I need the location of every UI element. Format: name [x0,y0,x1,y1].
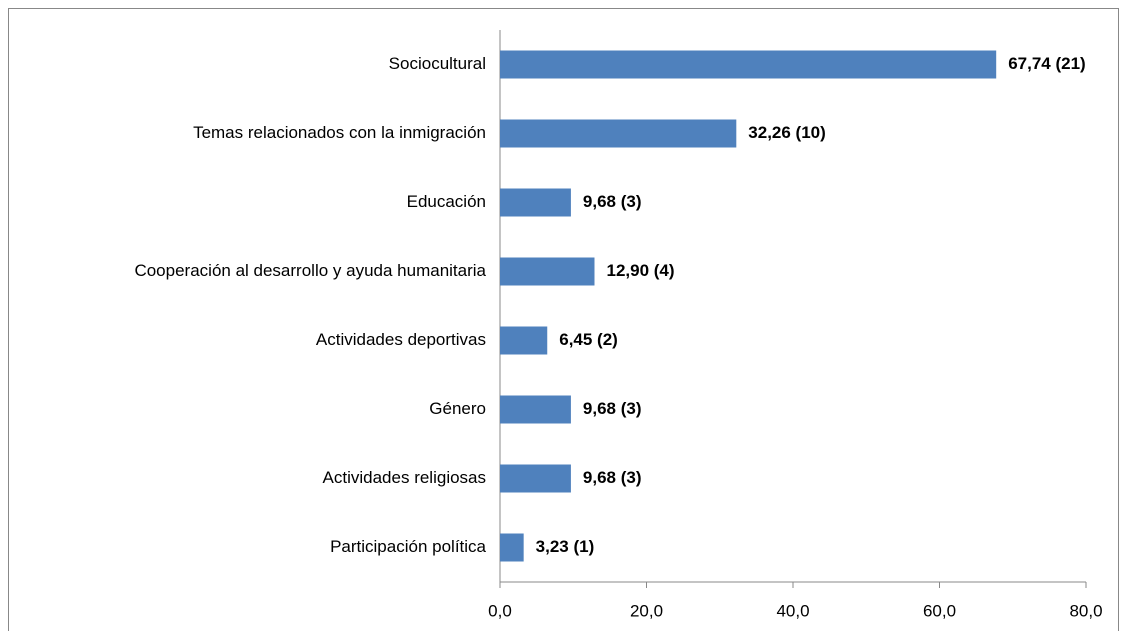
value-label: 9,68 (3) [583,192,642,211]
y-tick-label: Cooperación al desarrollo y ayuda humani… [134,261,486,280]
value-label: 9,68 (3) [583,399,642,418]
y-tick-label: Actividades religiosas [323,468,486,487]
value-label: 12,90 (4) [606,261,674,280]
bar [500,533,524,562]
y-tick-label: Temas relacionados con la inmigración [193,123,486,142]
bar [500,395,571,424]
bar [500,50,997,79]
bar [500,464,571,493]
value-label: 67,74 (21) [1008,54,1086,73]
bar [500,188,571,217]
x-tick-label: 60,0 [923,601,956,620]
y-tick-label: Género [429,399,486,418]
x-tick-label: 80,0 [1069,601,1102,620]
y-tick-label: Actividades deportivas [316,330,486,349]
value-label: 32,26 (10) [748,123,826,142]
x-tick-label: 0,0 [488,601,512,620]
value-label: 3,23 (1) [536,537,595,556]
value-label: 6,45 (2) [559,330,618,349]
y-tick-label: Educación [407,192,486,211]
chart-border [8,8,1119,631]
value-label: 9,68 (3) [583,468,642,487]
bar [500,257,595,286]
y-tick-label: Sociocultural [389,54,486,73]
x-tick-label: 20,0 [630,601,663,620]
y-tick-label: Participación política [330,537,486,556]
bar [500,119,737,148]
x-tick-label: 40,0 [776,601,809,620]
bar [500,326,548,355]
